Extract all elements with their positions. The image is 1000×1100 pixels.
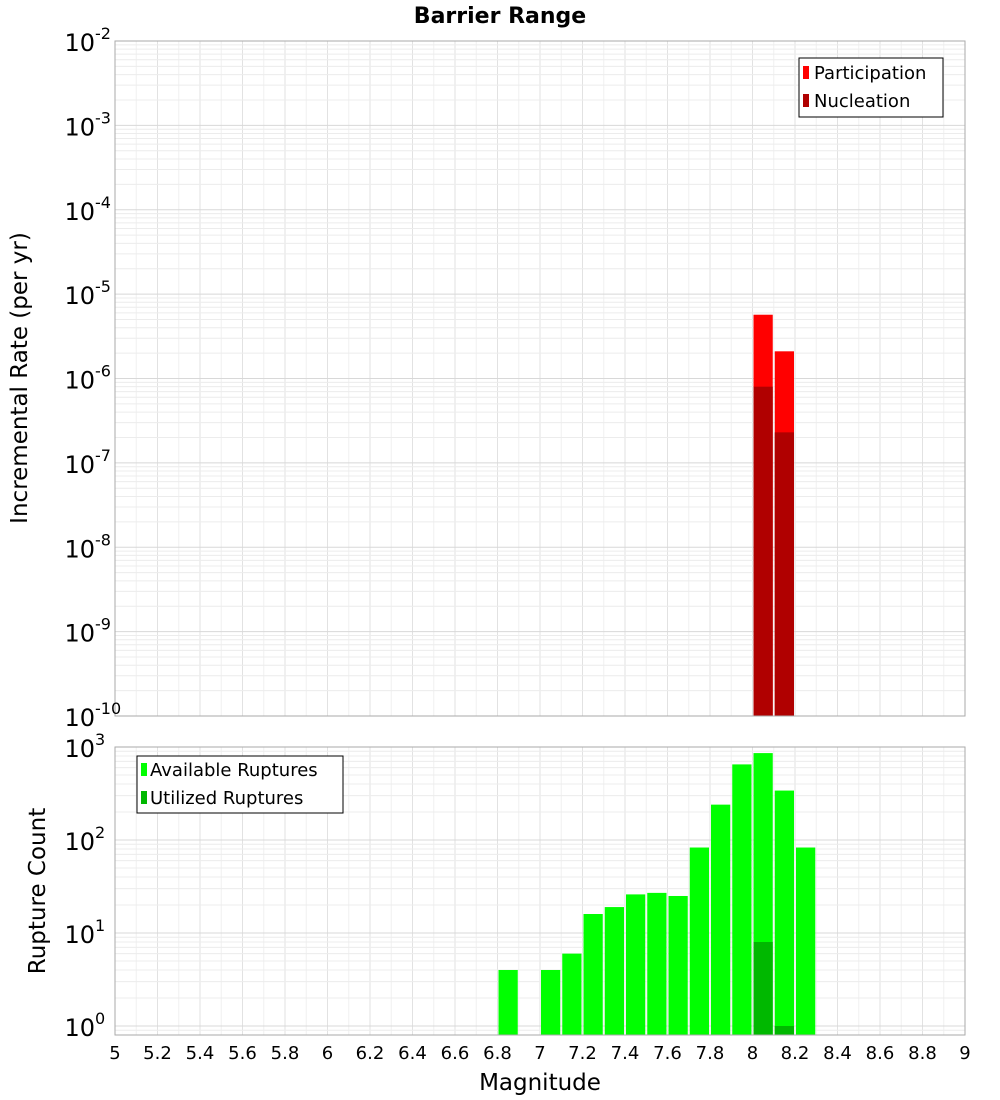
rate-y-tick-exponent: -3 [95, 108, 111, 127]
rate-y-tick-exponent: -5 [95, 277, 111, 296]
rate-y-tick-base: 10 [64, 620, 95, 648]
rate-y-tick-base: 10 [64, 367, 95, 395]
utilized-ruptures-bar [753, 942, 773, 1035]
rate-y-tick-base: 10 [64, 113, 95, 141]
x-tick-label: 7.4 [611, 1043, 640, 1064]
legend-utilized-ruptures: Utilized Ruptures [150, 788, 303, 809]
rate-y-tick-exponent: -2 [95, 24, 111, 43]
available-ruptures-bar [604, 907, 624, 1035]
rate-legend-box [798, 57, 944, 118]
count-y-tick-base: 10 [64, 828, 95, 856]
rate-y-tick-exponent: -10 [95, 699, 121, 718]
x-tick-label: 7.6 [653, 1043, 682, 1064]
participation-swatch [803, 66, 809, 79]
utilized-ruptures-bars [753, 942, 794, 1035]
available-ruptures-bar [711, 804, 731, 1035]
x-tick-label: 8.2 [781, 1043, 810, 1064]
available-ruptures-bars [498, 753, 816, 1035]
available-ruptures-bar [774, 790, 794, 1035]
count-plot-frame [114, 746, 966, 1036]
rate-y-tick-exponent: -7 [95, 446, 111, 465]
count-legend-box [136, 755, 344, 814]
x-tick-label: 5.2 [143, 1043, 172, 1064]
available-ruptures-bar [689, 847, 709, 1035]
count-y-tick-exponent: 0 [95, 1009, 105, 1028]
available-ruptures-bar [732, 764, 752, 1035]
x-tick-label: 8 [747, 1043, 758, 1064]
rate-y-tick-exponent: -6 [95, 362, 111, 381]
x-tick-labels: 5 5.2 5.4 5.6 5.8 6 6.2 6.4 6.6 6.8 7 7.2 7.4 7.6 7.8 8… [109, 1043, 970, 1064]
available-ruptures-bar [626, 894, 646, 1035]
x-tick-label: 8.6 [866, 1043, 895, 1064]
count-y-tick-exponent: 3 [95, 730, 105, 749]
rate-y-axis-label: Incremental Rate (per yr) [7, 232, 33, 524]
available-ruptures-bar [498, 969, 518, 1035]
nucleation-swatch [803, 94, 809, 107]
count-y-axis-label: Rupture Count [25, 808, 51, 974]
x-tick-label: 6.4 [398, 1043, 427, 1064]
x-tick-label: 5.8 [271, 1043, 300, 1064]
rate-y-tick-exponent: -9 [95, 615, 111, 634]
available-ruptures-bar [562, 953, 582, 1035]
x-tick-label: 5.4 [186, 1043, 215, 1064]
x-tick-label: 5 [109, 1043, 120, 1064]
legend-participation: Participation [814, 63, 926, 84]
available-ruptures-bar [668, 895, 688, 1035]
rate-legend: Participation Nucleation [798, 57, 944, 118]
legend-nucleation: Nucleation [814, 91, 910, 112]
rate-y-tick-base: 10 [64, 535, 95, 563]
available-ruptures-bar [796, 847, 816, 1035]
x-tick-label: 8.4 [823, 1043, 852, 1064]
utilized-swatch [141, 791, 147, 804]
count-y-tick-exponent: 1 [95, 916, 105, 935]
rate-y-tick-base: 10 [64, 704, 95, 732]
available-ruptures-bar [583, 914, 603, 1035]
rate-plot-grid [114, 41, 966, 717]
available-swatch [141, 763, 147, 776]
nucleation-bar [753, 386, 773, 716]
x-tick-label: 5.6 [228, 1043, 257, 1064]
nucleation-bar [774, 432, 794, 716]
rate-plot-frame [114, 40, 966, 717]
x-tick-label: 6 [322, 1043, 333, 1064]
rate-y-tick-exponent: -8 [95, 530, 111, 549]
utilized-ruptures-bar [774, 1025, 794, 1035]
nucleation-bars [753, 386, 794, 716]
rate-y-tick-base: 10 [64, 198, 95, 226]
legend-available-ruptures: Available Ruptures [150, 760, 318, 781]
available-ruptures-bar [541, 969, 561, 1035]
count-y-tick-base: 10 [64, 1014, 95, 1042]
x-tick-label: 7 [534, 1043, 545, 1064]
x-tick-label: 7.2 [568, 1043, 597, 1064]
available-ruptures-bar [647, 892, 667, 1035]
x-axis-label: Magnitude [479, 1070, 601, 1096]
count-y-tick-exponent: 2 [95, 823, 105, 842]
count-y-tick-base: 10 [64, 735, 95, 763]
rate-y-tick-base: 10 [64, 282, 95, 310]
x-tick-label: 6.6 [441, 1043, 470, 1064]
rate-y-tick-exponent: -4 [95, 193, 111, 212]
count-y-tick-base: 10 [64, 921, 95, 949]
x-tick-label: 7.8 [696, 1043, 725, 1064]
chart-title: Barrier Range [414, 4, 586, 29]
rate-y-tick-base: 10 [64, 451, 95, 479]
count-legend: Available Ruptures Utilized Ruptures [136, 755, 344, 814]
x-tick-label: 6.2 [356, 1043, 385, 1064]
x-tick-label: 9 [959, 1043, 970, 1064]
x-tick-label: 8.8 [908, 1043, 937, 1064]
x-tick-label: 6.8 [483, 1043, 512, 1064]
rate-y-tick-base: 10 [64, 29, 95, 57]
